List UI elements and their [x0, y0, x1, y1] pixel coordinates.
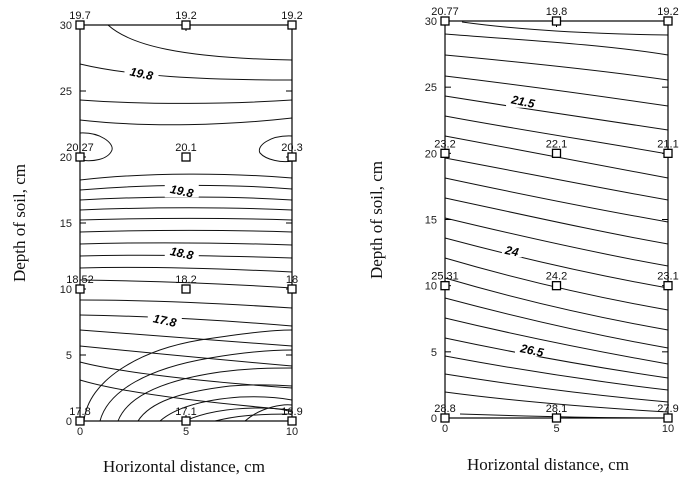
contour-lines [444, 21, 669, 419]
plot-frame [79, 24, 293, 422]
sample-point-value: 20.77 [431, 6, 459, 18]
sample-point-marker [551, 281, 562, 291]
sample-point-marker [440, 16, 450, 26]
sample-point-marker [440, 281, 450, 291]
sample-point-value: 20.1 [175, 142, 196, 154]
contour-label: 24 [503, 243, 520, 260]
right-contour-chart: 0 5 10 15 20 25 30 0 5 10 20.77 19.8 19.2 23.2 22.1 21.… [367, 6, 679, 474]
y-tick-label: 30 [425, 16, 437, 28]
sample-point-marker [287, 152, 297, 162]
y-tick-label: 15 [60, 218, 72, 230]
sample-point-value: 18.52 [66, 274, 94, 286]
sample-point-marker [181, 152, 191, 162]
sample-point-value: 19.2 [175, 10, 196, 22]
sample-point-value: 19.8 [546, 6, 567, 18]
sample-point-marker [663, 148, 673, 158]
sample-point-value: 19.7 [69, 10, 90, 22]
sample-point-marker [440, 148, 450, 158]
x-tick-label: 10 [662, 423, 674, 435]
contour-label: 19.8 [169, 182, 195, 201]
sample-point-value: 22.1 [546, 138, 567, 150]
sample-point-marker [75, 20, 85, 30]
x-tick-label: 10 [286, 426, 298, 438]
y-tick-label: 15 [425, 215, 437, 227]
contour-label-bg [164, 183, 199, 198]
sample-point-marker [181, 20, 191, 30]
contour-label-bg [514, 342, 549, 357]
sample-point-value: 19.2 [657, 6, 678, 18]
sample-point-value: 23.1 [657, 271, 678, 283]
contour-label-bg [124, 65, 159, 80]
sample-point-value: 28.8 [434, 403, 455, 415]
sample-point-value: 25.31 [431, 271, 459, 283]
y-tick-label: 25 [60, 86, 72, 98]
sample-point-value: 18.2 [175, 274, 196, 286]
x-tick-label: 0 [442, 423, 448, 435]
sample-point-marker [287, 284, 297, 294]
sample-point-marker [663, 281, 673, 291]
sample-point-value: 20.3 [281, 142, 302, 154]
marks: 0 5 10 15 20 25 30 0 5 10 19.7 19.2 19.2 20.27 20.1 20.… [60, 10, 303, 438]
x-axis-label: Horizontal distance, cm [467, 455, 629, 474]
sample-point-value: 20.27 [66, 142, 94, 154]
sample-point-value: 19.2 [281, 10, 302, 22]
x-tick-label: 5 [183, 426, 189, 438]
sample-point-marker [551, 16, 562, 26]
x-axis-label: Horizontal distance, cm [103, 457, 265, 476]
sample-point-marker [663, 16, 673, 26]
sample-point-value: 16.9 [281, 406, 302, 418]
contour-lines [79, 24, 293, 422]
sample-point-value: 23.2 [434, 138, 455, 150]
sample-point-value: 27.9 [657, 403, 678, 415]
y-tick-label: 5 [66, 350, 72, 362]
sample-point-marker [663, 413, 673, 423]
sample-point-marker [75, 152, 85, 162]
sample-point-marker [287, 20, 297, 30]
sample-point-marker [75, 284, 85, 294]
y-tick-label: 10 [60, 284, 72, 296]
y-tick-label: 0 [66, 416, 72, 428]
sample-point-value: 17.1 [175, 406, 196, 418]
x-tick-label: 5 [553, 423, 559, 435]
contour-label-bg [147, 312, 182, 327]
left-contour-chart: 0 5 10 15 20 25 30 0 5 10 19.7 19.2 19.2 20.27 20.1 20.… [10, 10, 303, 476]
sample-point-value: 24.2 [546, 271, 567, 283]
sample-point-marker [551, 148, 562, 158]
sample-point-marker [181, 284, 191, 294]
sample-point-value: 21.1 [657, 138, 678, 150]
sample-point-marker [551, 413, 562, 423]
contour-label: 19.8 [129, 65, 155, 84]
marks: 0 5 10 15 20 25 30 0 5 10 20.77 19.8 19.2 23.2 22.1 21.… [425, 6, 679, 435]
sample-point-marker [75, 416, 85, 426]
sample-point-marker [287, 416, 297, 426]
y-tick-label: 30 [60, 20, 72, 32]
y-tick-label: 20 [425, 148, 437, 160]
y-axis-label: Depth of soil, cm [367, 161, 386, 279]
sample-point-value: 28.1 [546, 403, 567, 415]
y-tick-label: 10 [425, 281, 437, 293]
contour-label: 17.8 [152, 311, 178, 330]
y-tick-label: 0 [431, 413, 437, 425]
contour-label: 21.5 [509, 92, 536, 111]
contour-label: 18.8 [169, 244, 195, 263]
sample-point-marker [440, 413, 450, 423]
contour-label-bg [501, 243, 522, 258]
sample-point-value: 17.8 [69, 406, 90, 418]
contour-label: 26.5 [518, 341, 545, 360]
y-tick-label: 5 [431, 347, 437, 359]
sample-point-value: 18 [286, 274, 298, 286]
y-tick-label: 20 [60, 152, 72, 164]
contour-label-bg [164, 245, 199, 260]
y-tick-label: 25 [425, 82, 437, 94]
contour-label-bg [506, 93, 541, 108]
sample-point-marker [181, 416, 191, 426]
x-tick-label: 0 [77, 426, 83, 438]
y-axis-label: Depth of soil, cm [10, 164, 29, 282]
